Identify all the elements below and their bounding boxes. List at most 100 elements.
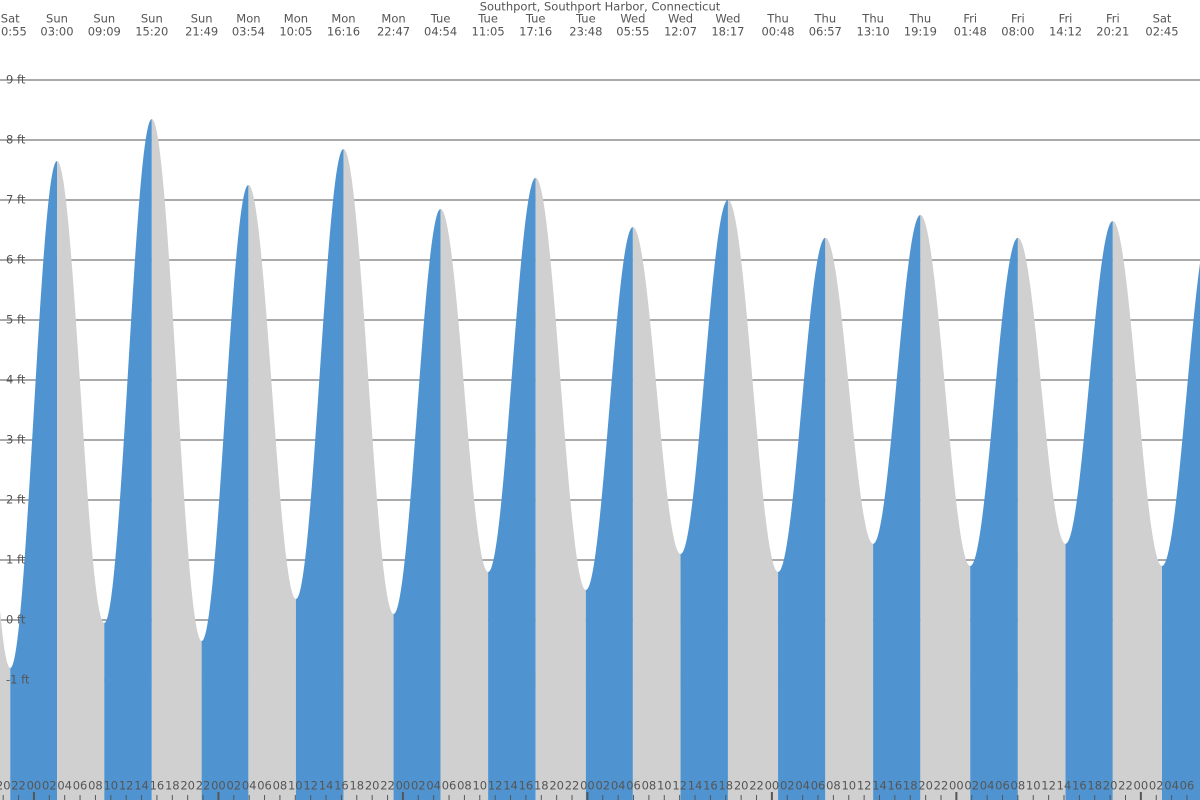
- day-label: Mon: [381, 12, 405, 26]
- day-label: Wed: [715, 12, 740, 26]
- day-label: Mon: [284, 12, 308, 26]
- day-label: Sun: [141, 12, 163, 26]
- hour-label: 20: [1103, 779, 1118, 793]
- hour-label: 10: [472, 779, 487, 793]
- day-label: Tue: [477, 12, 498, 26]
- hour-label: 22: [565, 779, 580, 793]
- hour-label: 02: [595, 779, 610, 793]
- hour-label: 10: [1026, 779, 1041, 793]
- tide-area: [920, 215, 971, 800]
- time-label: 20:55: [0, 25, 27, 39]
- hour-label: 06: [995, 779, 1010, 793]
- time-label: 21:49: [185, 25, 218, 39]
- time-label: 12:07: [664, 25, 697, 39]
- y-tick-label: 7 ft: [6, 193, 26, 207]
- time-label: 23:48: [569, 25, 602, 39]
- time-label: 13:10: [857, 25, 890, 39]
- tide-area: [873, 215, 921, 800]
- tide-area: [825, 237, 874, 800]
- day-label: Wed: [668, 12, 693, 26]
- hour-label: 10: [103, 779, 118, 793]
- hour-label: 10: [288, 779, 303, 793]
- hour-label: 16: [703, 779, 718, 793]
- hour-label: 18: [903, 779, 918, 793]
- hour-label: 18: [718, 779, 733, 793]
- hour-label: 00: [949, 779, 964, 793]
- time-label: 08:00: [1001, 25, 1034, 39]
- hour-label: 00: [580, 779, 595, 793]
- tide-area: [1112, 221, 1163, 800]
- time-label: 05:55: [616, 25, 649, 39]
- hour-label: 04: [795, 779, 810, 793]
- hour-label: 22: [1118, 779, 1133, 793]
- hour-label: 14: [134, 779, 149, 793]
- hour-label: 22: [380, 779, 395, 793]
- hour-label: 20: [549, 779, 564, 793]
- hour-label: 18: [1087, 779, 1102, 793]
- hour-label: 20: [734, 779, 749, 793]
- day-label: Fri: [1011, 12, 1025, 26]
- day-label: Mon: [331, 12, 355, 26]
- tide-area: [393, 209, 441, 800]
- hour-label: 00: [211, 779, 226, 793]
- day-label: Sat: [1153, 12, 1172, 26]
- tide-area: [1065, 221, 1113, 800]
- hour-label: 22: [749, 779, 764, 793]
- hour-label: 12: [857, 779, 872, 793]
- day-label: Sat: [1, 12, 20, 26]
- hour-label: 04: [242, 779, 257, 793]
- hour-label: 00: [1134, 779, 1149, 793]
- tide-area: [727, 200, 779, 800]
- tide-area: [10, 161, 58, 800]
- hour-label: 04: [426, 779, 441, 793]
- time-label: 06:57: [809, 25, 842, 39]
- day-label: Thu: [861, 12, 884, 26]
- tide-area: [1162, 263, 1200, 800]
- hour-label: 02: [42, 779, 57, 793]
- time-label: 09:09: [88, 25, 121, 39]
- hour-label: 14: [1057, 779, 1072, 793]
- day-label: Thu: [909, 12, 932, 26]
- y-tick-label: 4 ft: [6, 373, 26, 387]
- time-label: 19:19: [904, 25, 937, 39]
- hour-label: 08: [88, 779, 103, 793]
- hour-label: 08: [457, 779, 472, 793]
- time-label: 03:00: [40, 25, 73, 39]
- tide-area: [151, 119, 202, 800]
- hour-label: 18: [534, 779, 549, 793]
- hour-label: 04: [980, 779, 995, 793]
- day-label: Tue: [430, 12, 451, 26]
- tide-area: [248, 185, 296, 800]
- day-label: Fri: [1106, 12, 1120, 26]
- tide-area: [295, 149, 344, 800]
- hour-label: 08: [642, 779, 657, 793]
- hour-label: 04: [611, 779, 626, 793]
- tide-area: [104, 119, 152, 800]
- hour-label: 08: [826, 779, 841, 793]
- hour-label: 16: [150, 779, 165, 793]
- hour-label: 14: [503, 779, 518, 793]
- tide-area: [440, 209, 489, 800]
- tide-area: [0, 610, 11, 800]
- hour-label: 00: [396, 779, 411, 793]
- hour-label: 20: [180, 779, 195, 793]
- time-label: 04:54: [424, 25, 457, 39]
- y-tick-label: 2 ft: [6, 493, 26, 507]
- hour-label: 06: [257, 779, 272, 793]
- hour-label: 14: [319, 779, 334, 793]
- hour-label: 20: [0, 779, 11, 793]
- hour-label: 12: [488, 779, 503, 793]
- time-label: 00:48: [761, 25, 794, 39]
- hour-label: 04: [57, 779, 72, 793]
- y-tick-label: 1 ft: [6, 553, 26, 567]
- hour-label: 02: [411, 779, 426, 793]
- hour-label: 22: [11, 779, 26, 793]
- hour-label: 14: [688, 779, 703, 793]
- tide-area: [778, 237, 826, 800]
- hour-label: 16: [1072, 779, 1087, 793]
- tide-area: [680, 200, 728, 800]
- hour-label: 22: [196, 779, 211, 793]
- tide-area: [488, 177, 536, 800]
